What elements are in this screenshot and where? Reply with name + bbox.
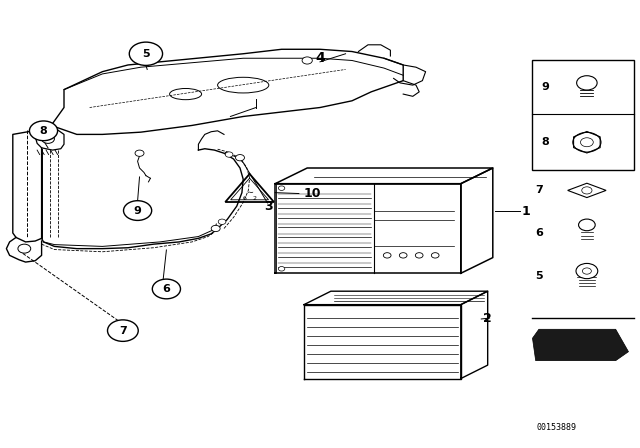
Text: 00153889: 00153889 <box>537 423 577 432</box>
Circle shape <box>218 219 226 224</box>
Circle shape <box>582 268 591 274</box>
Text: 2: 2 <box>253 196 257 202</box>
Text: 6: 6 <box>243 196 246 202</box>
Text: 7: 7 <box>535 185 543 195</box>
Text: 3: 3 <box>264 199 273 213</box>
Circle shape <box>108 320 138 341</box>
Circle shape <box>573 133 601 152</box>
Text: 6: 6 <box>535 228 543 238</box>
Circle shape <box>129 42 163 65</box>
Circle shape <box>18 244 31 253</box>
Circle shape <box>383 253 391 258</box>
Text: 9: 9 <box>541 82 549 92</box>
Text: 8: 8 <box>40 126 47 136</box>
Circle shape <box>399 253 407 258</box>
Text: 10: 10 <box>303 187 321 200</box>
Text: $\sim$: $\sim$ <box>244 187 255 196</box>
Circle shape <box>225 152 233 157</box>
Text: 1: 1 <box>522 205 531 218</box>
Circle shape <box>302 57 312 64</box>
Text: 6: 6 <box>163 284 170 294</box>
Circle shape <box>582 187 592 194</box>
Circle shape <box>236 155 244 161</box>
Ellipse shape <box>218 77 269 93</box>
Circle shape <box>431 253 439 258</box>
Ellipse shape <box>170 88 202 99</box>
Circle shape <box>278 186 285 190</box>
Text: 9: 9 <box>134 206 141 215</box>
Text: 5: 5 <box>142 49 150 59</box>
Circle shape <box>278 267 285 271</box>
Polygon shape <box>532 329 628 361</box>
Circle shape <box>124 201 152 220</box>
Circle shape <box>152 279 180 299</box>
Circle shape <box>42 134 54 143</box>
Circle shape <box>580 138 593 147</box>
Circle shape <box>577 76 597 90</box>
Circle shape <box>29 121 58 141</box>
Text: 8: 8 <box>541 137 549 147</box>
Circle shape <box>576 263 598 279</box>
Circle shape <box>211 225 220 232</box>
Circle shape <box>579 219 595 231</box>
Text: 4: 4 <box>315 51 325 65</box>
Text: 7: 7 <box>119 326 127 336</box>
Text: 5: 5 <box>535 271 543 280</box>
Circle shape <box>135 150 144 156</box>
Circle shape <box>415 253 423 258</box>
Text: 2: 2 <box>483 312 492 326</box>
